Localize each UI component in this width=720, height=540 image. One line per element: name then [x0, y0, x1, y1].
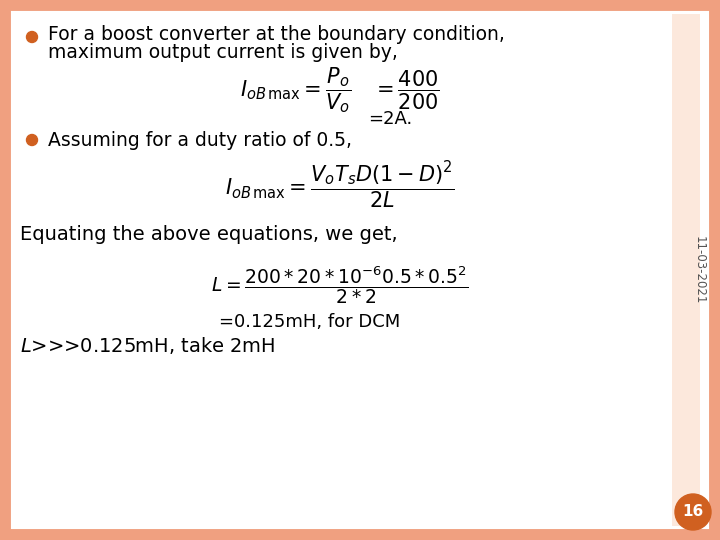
- FancyBboxPatch shape: [4, 4, 716, 536]
- Text: For a boost converter at the boundary condition,: For a boost converter at the boundary co…: [48, 24, 505, 44]
- Text: maximum output current is given by,: maximum output current is given by,: [48, 43, 398, 62]
- Text: $I_{oB\,\mathrm{max}} = \dfrac{P_o}{V_o}\quad   = \dfrac{400}{200}$: $I_{oB\,\mathrm{max}} = \dfrac{P_o}{V_o}…: [240, 65, 440, 115]
- FancyBboxPatch shape: [672, 14, 700, 526]
- FancyBboxPatch shape: [14, 14, 706, 526]
- Text: 11-03-2021: 11-03-2021: [693, 236, 706, 304]
- Text: 16: 16: [683, 504, 703, 519]
- Text: Equating the above equations, we get,: Equating the above equations, we get,: [20, 226, 397, 245]
- Circle shape: [27, 31, 37, 43]
- Text: $\mathit{L}$>>>0.125mH, take 2mH: $\mathit{L}$>>>0.125mH, take 2mH: [20, 334, 275, 355]
- Text: =2A.: =2A.: [368, 110, 412, 128]
- Circle shape: [27, 134, 37, 145]
- Text: $I_{oB\,\mathrm{max}} = \dfrac{V_o T_s D(1-D)^2}{2L}$: $I_{oB\,\mathrm{max}} = \dfrac{V_o T_s D…: [225, 159, 455, 211]
- Circle shape: [675, 494, 711, 530]
- Text: Assuming for a duty ratio of 0.5,: Assuming for a duty ratio of 0.5,: [48, 131, 352, 150]
- Text: $L = \dfrac{200*20*10^{-6}0.5*0.5^2}{2*2}$: $L = \dfrac{200*20*10^{-6}0.5*0.5^2}{2*2…: [211, 264, 469, 306]
- Text: =0.125mH, for DCM: =0.125mH, for DCM: [220, 313, 400, 331]
